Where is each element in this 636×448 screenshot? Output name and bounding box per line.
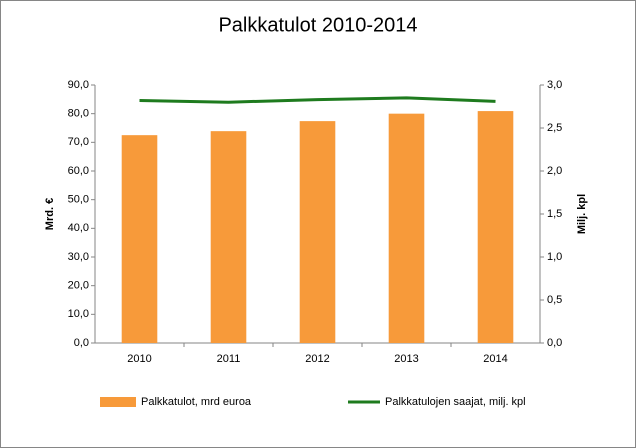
line — [139, 96, 496, 104]
bar — [477, 111, 514, 343]
y-tick-label: 30,0 — [68, 251, 89, 263]
legend-label: Palkkatulot, mrd euroa — [141, 396, 252, 408]
x-tick-label: 2010 — [127, 353, 151, 365]
legend-label: Palkkatulojen saajat, milj. kpl — [385, 396, 526, 408]
bar — [210, 131, 247, 343]
bar — [299, 121, 336, 344]
x-tick-label: 2012 — [305, 353, 329, 365]
y-axis-title: Mrd. € — [44, 198, 56, 230]
y-tick-label: 70,0 — [68, 136, 89, 148]
x-tick-label: 2011 — [217, 353, 241, 365]
y-tick-label: 80,0 — [68, 108, 89, 120]
y-tick-label: 10,0 — [68, 308, 89, 320]
y-tick-label: 90,0 — [68, 79, 89, 91]
y-tick-label: 40,0 — [68, 222, 89, 234]
y-tick-label: 60,0 — [68, 165, 89, 177]
bar — [388, 113, 425, 344]
x-tick-label: 2013 — [394, 353, 418, 365]
y2-tick-label: 2,0 — [547, 165, 562, 177]
chart-title: Palkkatulot 2010-2014 — [218, 14, 417, 36]
y2-axis-title: Milj. kpl — [576, 194, 588, 234]
y2-tick-label: 0,5 — [547, 294, 562, 306]
legend-swatch — [100, 397, 136, 407]
y-tick-label: 0,0 — [74, 337, 89, 349]
bar — [121, 135, 158, 343]
y2-tick-label: 0,0 — [547, 337, 562, 349]
y-tick-label: 50,0 — [68, 194, 89, 206]
y2-tick-label: 1,0 — [547, 251, 562, 263]
x-tick-label: 2014 — [483, 353, 507, 365]
y-tick-label: 20,0 — [68, 280, 89, 292]
y2-tick-label: 2,5 — [547, 122, 562, 134]
y2-tick-label: 3,0 — [547, 79, 562, 91]
y2-tick-label: 1,5 — [547, 208, 562, 220]
